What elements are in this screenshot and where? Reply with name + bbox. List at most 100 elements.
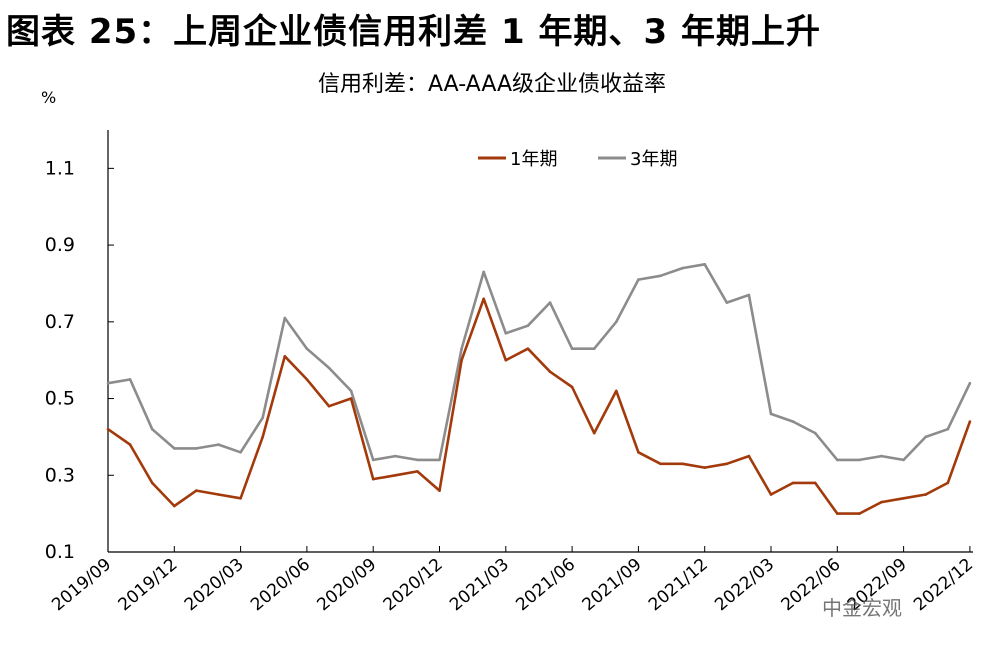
data-point-1y [305, 378, 309, 381]
x-tick-label: 2021/12 [645, 555, 712, 616]
data-point-1y [791, 481, 795, 485]
data-point-3y [880, 454, 883, 458]
series-line-3y [107, 262, 972, 462]
data-point-1y [615, 389, 618, 393]
data-point-3y [239, 451, 242, 454]
data-point-1y [150, 481, 154, 485]
data-point-3y [416, 458, 419, 462]
data-point-1y [349, 397, 353, 400]
data-point-1y [371, 477, 375, 481]
data-point-1y [438, 489, 441, 492]
data-point-3y [924, 435, 927, 439]
data-point-1y [725, 462, 729, 466]
data-point-1y [548, 370, 552, 374]
data-point-1y [106, 427, 110, 431]
data-point-3y [217, 443, 220, 446]
data-point-1y [570, 385, 574, 389]
data-point-3y [659, 274, 662, 278]
data-point-1y [173, 504, 176, 508]
data-point-3y [570, 347, 574, 351]
y-tick-label: 0.5 [45, 388, 75, 410]
y-tick-label: 1.1 [45, 157, 75, 179]
data-point-3y [548, 301, 552, 304]
data-point-3y [526, 324, 530, 328]
y-axis-unit-label: % [41, 88, 57, 107]
data-point-3y [261, 416, 265, 420]
data-point-1y [637, 451, 640, 454]
x-tick-label: 2019/12 [115, 555, 182, 616]
data-point-1y [813, 481, 817, 485]
y-tick-label: 0.1 [45, 541, 75, 563]
data-point-1y [747, 454, 751, 458]
data-point-3y [327, 366, 331, 370]
data-point-3y [394, 454, 397, 458]
data-point-1y [924, 493, 927, 496]
data-point-3y [195, 447, 198, 450]
data-point-1y [261, 435, 265, 439]
data-point-1y [681, 462, 684, 466]
data-point-1y [902, 497, 905, 500]
x-tick-label: 2020/03 [181, 555, 248, 616]
data-point-3y [283, 316, 287, 320]
y-axis-ticks: 0.1 0.3 0.5 0.7 0.9 1.1 [45, 157, 114, 563]
data-point-1y [283, 355, 287, 358]
data-point-3y [482, 270, 486, 274]
data-point-3y [371, 458, 375, 462]
x-tick-label: 2021/03 [446, 555, 513, 616]
data-point-1y [460, 358, 463, 362]
y-tick-label: 0.9 [45, 234, 75, 256]
data-point-1y [836, 512, 839, 515]
data-point-3y [769, 412, 773, 416]
figure-title: 图表 25：上周企业债信用利差 1 年期、3 年期上升 [6, 12, 821, 52]
data-point-3y [504, 332, 508, 335]
data-point-3y [747, 293, 751, 297]
legend-label-1y: 1年期 [510, 149, 557, 170]
data-point-3y [791, 420, 795, 423]
data-point-3y [106, 381, 110, 385]
x-tick-label: 2021/06 [512, 555, 579, 616]
chart-axes [107, 130, 973, 553]
data-point-3y [681, 266, 684, 270]
x-tick-label: 2020/06 [247, 555, 314, 616]
data-point-3y [946, 427, 950, 431]
data-point-3y [349, 389, 353, 393]
series-line-1y [107, 297, 972, 515]
data-point-1y [526, 347, 530, 351]
data-point-1y [217, 493, 220, 496]
data-point-1y [703, 466, 706, 469]
x-tick-label: 2020/12 [380, 555, 447, 616]
data-point-3y [836, 458, 839, 462]
y-tick-label: 0.7 [45, 311, 75, 333]
data-point-3y [725, 301, 729, 304]
x-tick-label: 2021/09 [579, 555, 646, 616]
data-point-3y [968, 381, 972, 385]
data-point-1y [968, 420, 972, 423]
data-point-3y [813, 431, 817, 435]
data-point-1y [394, 474, 397, 477]
data-point-1y [592, 431, 596, 435]
data-point-1y [946, 481, 950, 485]
legend-label-3y: 3年期 [630, 149, 677, 170]
data-point-1y [327, 404, 331, 408]
data-point-1y [128, 443, 132, 446]
data-point-3y [460, 347, 463, 351]
x-tick-label: 2022/12 [910, 555, 977, 616]
chart-legend: 1年期 3年期 [478, 149, 677, 170]
data-point-3y [858, 458, 861, 462]
series-lines [106, 262, 972, 515]
data-point-1y [504, 358, 508, 362]
data-point-1y [239, 497, 242, 500]
data-point-3y [173, 447, 176, 450]
data-point-1y [858, 512, 861, 515]
data-point-1y [416, 470, 419, 473]
data-point-3y [592, 347, 596, 351]
data-point-1y [659, 462, 662, 466]
data-point-3y [305, 347, 309, 351]
data-point-1y [880, 500, 883, 504]
x-tick-label: 2020/09 [313, 555, 380, 616]
data-point-3y [438, 458, 441, 462]
x-tick-label: 2022/03 [711, 555, 778, 616]
data-point-1y [482, 297, 486, 301]
watermark-text: 中金宏观 [822, 596, 902, 620]
